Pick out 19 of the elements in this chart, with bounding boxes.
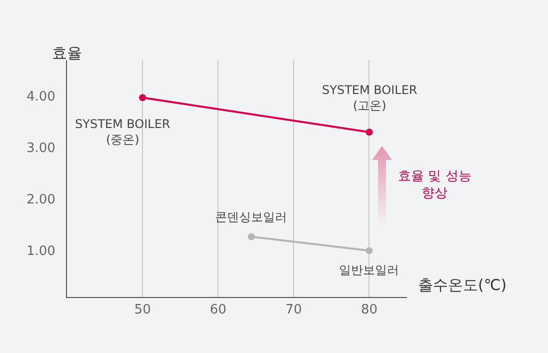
x-axis-title: 출수온도(℃): [418, 276, 507, 294]
y-tick-label: 2.00: [26, 192, 56, 208]
x-tick-label: 80: [360, 302, 378, 318]
point: [366, 247, 373, 254]
point: [366, 128, 373, 136]
y-tick-label: 1.00: [26, 244, 56, 260]
x-tick-label: 70: [285, 302, 302, 318]
x-tick-label: 50: [134, 302, 151, 318]
annotation: SYSTEM BOILER (중온): [75, 117, 170, 147]
point: [139, 94, 146, 102]
annotation: 일반보일러: [339, 263, 399, 277]
annotation: 콘덴싱보일러: [215, 210, 287, 224]
x-tick-label: 60: [210, 302, 226, 318]
annotation: SYSTEM BOILER (고온): [322, 83, 418, 113]
point: [248, 233, 255, 240]
y-tick-label: 3.00: [26, 141, 56, 156]
annotation: 효율 및 성능 향상: [398, 169, 472, 201]
y-axis-title: 효율: [52, 44, 82, 62]
y-tick-label: 4.00: [26, 90, 56, 105]
